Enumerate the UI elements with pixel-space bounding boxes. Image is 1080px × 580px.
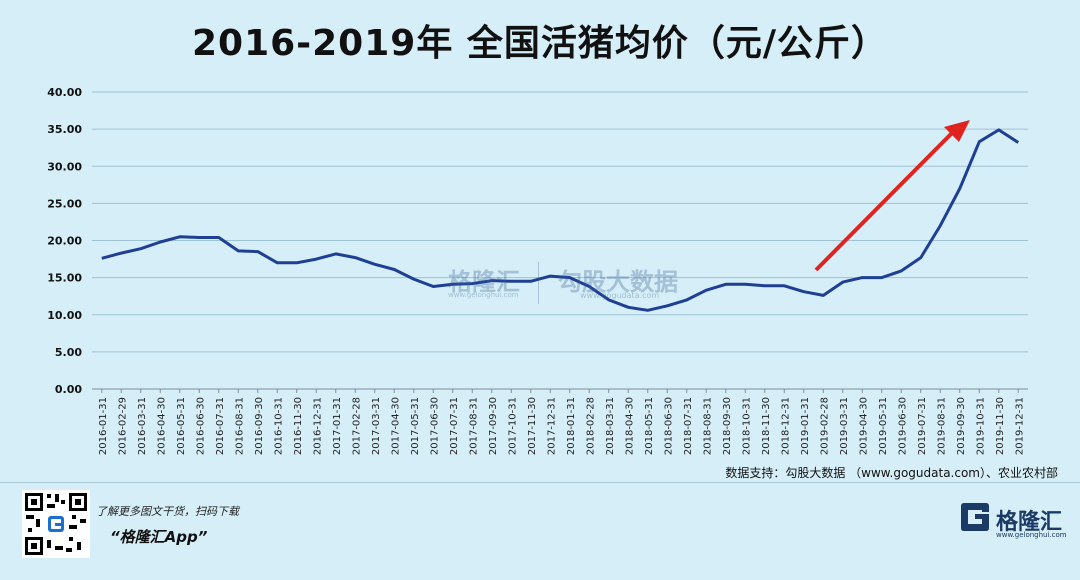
x-tick-label: 2019-10-31: [975, 397, 986, 455]
x-tick-label: 2016-12-31: [312, 397, 323, 455]
y-axis: 0.00 5.00 10.00 15.00 20.00 25.00 30.00 35.00 40…: [47, 86, 82, 396]
promo-text: 了解更多图文干货，扫码下载: [96, 505, 239, 518]
source-note: 数据支持：勾股大数据 （www.gogudata.com）、农业农村部: [725, 466, 1058, 480]
y-tick-label: 25.00: [47, 197, 82, 210]
x-tick-label: 2018-08-31: [702, 397, 713, 455]
x-tick-label: 2016-07-31: [215, 397, 226, 455]
x-tick-label: 2016-06-30: [195, 397, 206, 455]
arrow-shaft: [814, 131, 954, 272]
x-tick-label: 2019-04-30: [858, 397, 869, 455]
y-tick-label: 35.00: [47, 123, 82, 136]
x-tick-label: 2018-02-28: [585, 397, 596, 455]
watermark-gelonghui: 格隆汇: [448, 268, 520, 296]
x-tick-label: 2017-12-31: [546, 397, 557, 455]
grid-lines: [92, 91, 1028, 390]
logo-url: www.gelonghui.com: [996, 531, 1067, 539]
x-tick-label: 2016-10-31: [273, 397, 284, 455]
x-axis: 2016-01-31 2016-02-29 2016-03-31 2016-04-30…: [98, 389, 1025, 455]
series-line: [101, 128, 1020, 312]
y-tick-label: 10.00: [47, 309, 82, 322]
x-tick-label: 2017-06-30: [429, 397, 440, 455]
y-tick-label: 0.00: [55, 383, 82, 396]
x-tick-label: 2019-02-28: [819, 397, 830, 455]
watermark-gogudata-url: www.gogudata.com: [580, 291, 660, 300]
x-tick-label: 2017-02-28: [351, 397, 362, 455]
x-tick-label: 2016-02-29: [117, 397, 128, 455]
watermark-gogudata: 勾股大数据: [558, 268, 678, 296]
x-tick-label: 2016-01-31: [98, 397, 109, 455]
x-tick-label: 2017-03-31: [371, 397, 382, 455]
x-tick-label: 2016-04-30: [156, 397, 167, 455]
y-tick-label: 40.00: [47, 86, 82, 99]
y-tick-label: 5.00: [55, 346, 82, 359]
y-tick-label: 30.00: [47, 160, 82, 173]
x-tick-label: 2018-05-31: [644, 397, 655, 455]
footer-divider: [0, 482, 1080, 483]
x-tick-label: 2018-07-31: [683, 397, 694, 455]
x-tick-label: 2017-04-30: [390, 397, 401, 455]
arrow-head: [944, 120, 970, 142]
x-tick-label: 2016-03-31: [137, 397, 148, 455]
logo-name: 格隆汇: [996, 510, 1063, 535]
trend-arrow-annotation: [814, 120, 970, 272]
x-tick-label: 2017-09-30: [488, 397, 499, 455]
x-tick-label: 2017-08-31: [468, 397, 479, 455]
gelonghui-logo-icon: [961, 503, 989, 531]
x-tick-label: 2016-11-30: [293, 397, 304, 455]
x-tick-label: 2018-04-30: [624, 397, 635, 455]
x-tick-label: 2018-09-30: [722, 397, 733, 455]
x-tick-label: 2019-03-31: [839, 397, 850, 455]
x-tick-label: 2017-07-31: [449, 397, 460, 455]
x-tick-label: 2016-09-30: [254, 397, 265, 455]
x-tick-label: 2018-10-31: [741, 397, 752, 455]
x-tick-label: 2019-11-30: [995, 397, 1006, 455]
line-chart: 0.00 5.00 10.00 15.00 20.00 25.00 30.00 35.00 40…: [47, 86, 1028, 455]
y-tick-label: 20.00: [47, 235, 82, 248]
x-tick-label: 2016-08-31: [234, 397, 245, 455]
watermark-gelonghui-url: www.gelonghui.com: [448, 291, 519, 299]
x-tick-label: 2017-01-31: [332, 397, 343, 455]
promo-app-name: “格隆汇App”: [110, 528, 208, 546]
chart-title: 2016-2019年 全国活猪均价（元/公斤）: [191, 23, 888, 64]
y-tick-label: 15.00: [47, 272, 82, 285]
x-tick-label: 2019-08-31: [936, 397, 947, 455]
x-tick-label: 2016-05-31: [176, 397, 187, 455]
x-tick-label: 2017-05-31: [410, 397, 421, 455]
x-tick-label: 2018-12-31: [780, 397, 791, 455]
x-tick-label: 2017-11-30: [527, 397, 538, 455]
x-tick-label: 2017-10-31: [507, 397, 518, 455]
x-tick-label: 2019-01-31: [800, 397, 811, 455]
qr-code-icon: [22, 490, 90, 558]
x-tick-label: 2019-07-31: [917, 397, 928, 455]
x-tick-label: 2018-06-30: [663, 397, 674, 455]
x-tick-label: 2019-09-30: [956, 397, 967, 455]
x-tick-label: 2018-11-30: [761, 397, 772, 455]
x-tick-label: 2019-05-31: [878, 397, 889, 455]
x-tick-label: 2019-12-31: [1014, 397, 1025, 455]
x-tick-label: 2018-01-31: [566, 397, 577, 455]
x-tick-label: 2018-03-31: [605, 397, 616, 455]
watermark-separator: [538, 262, 539, 304]
x-tick-label: 2019-06-30: [897, 397, 908, 455]
